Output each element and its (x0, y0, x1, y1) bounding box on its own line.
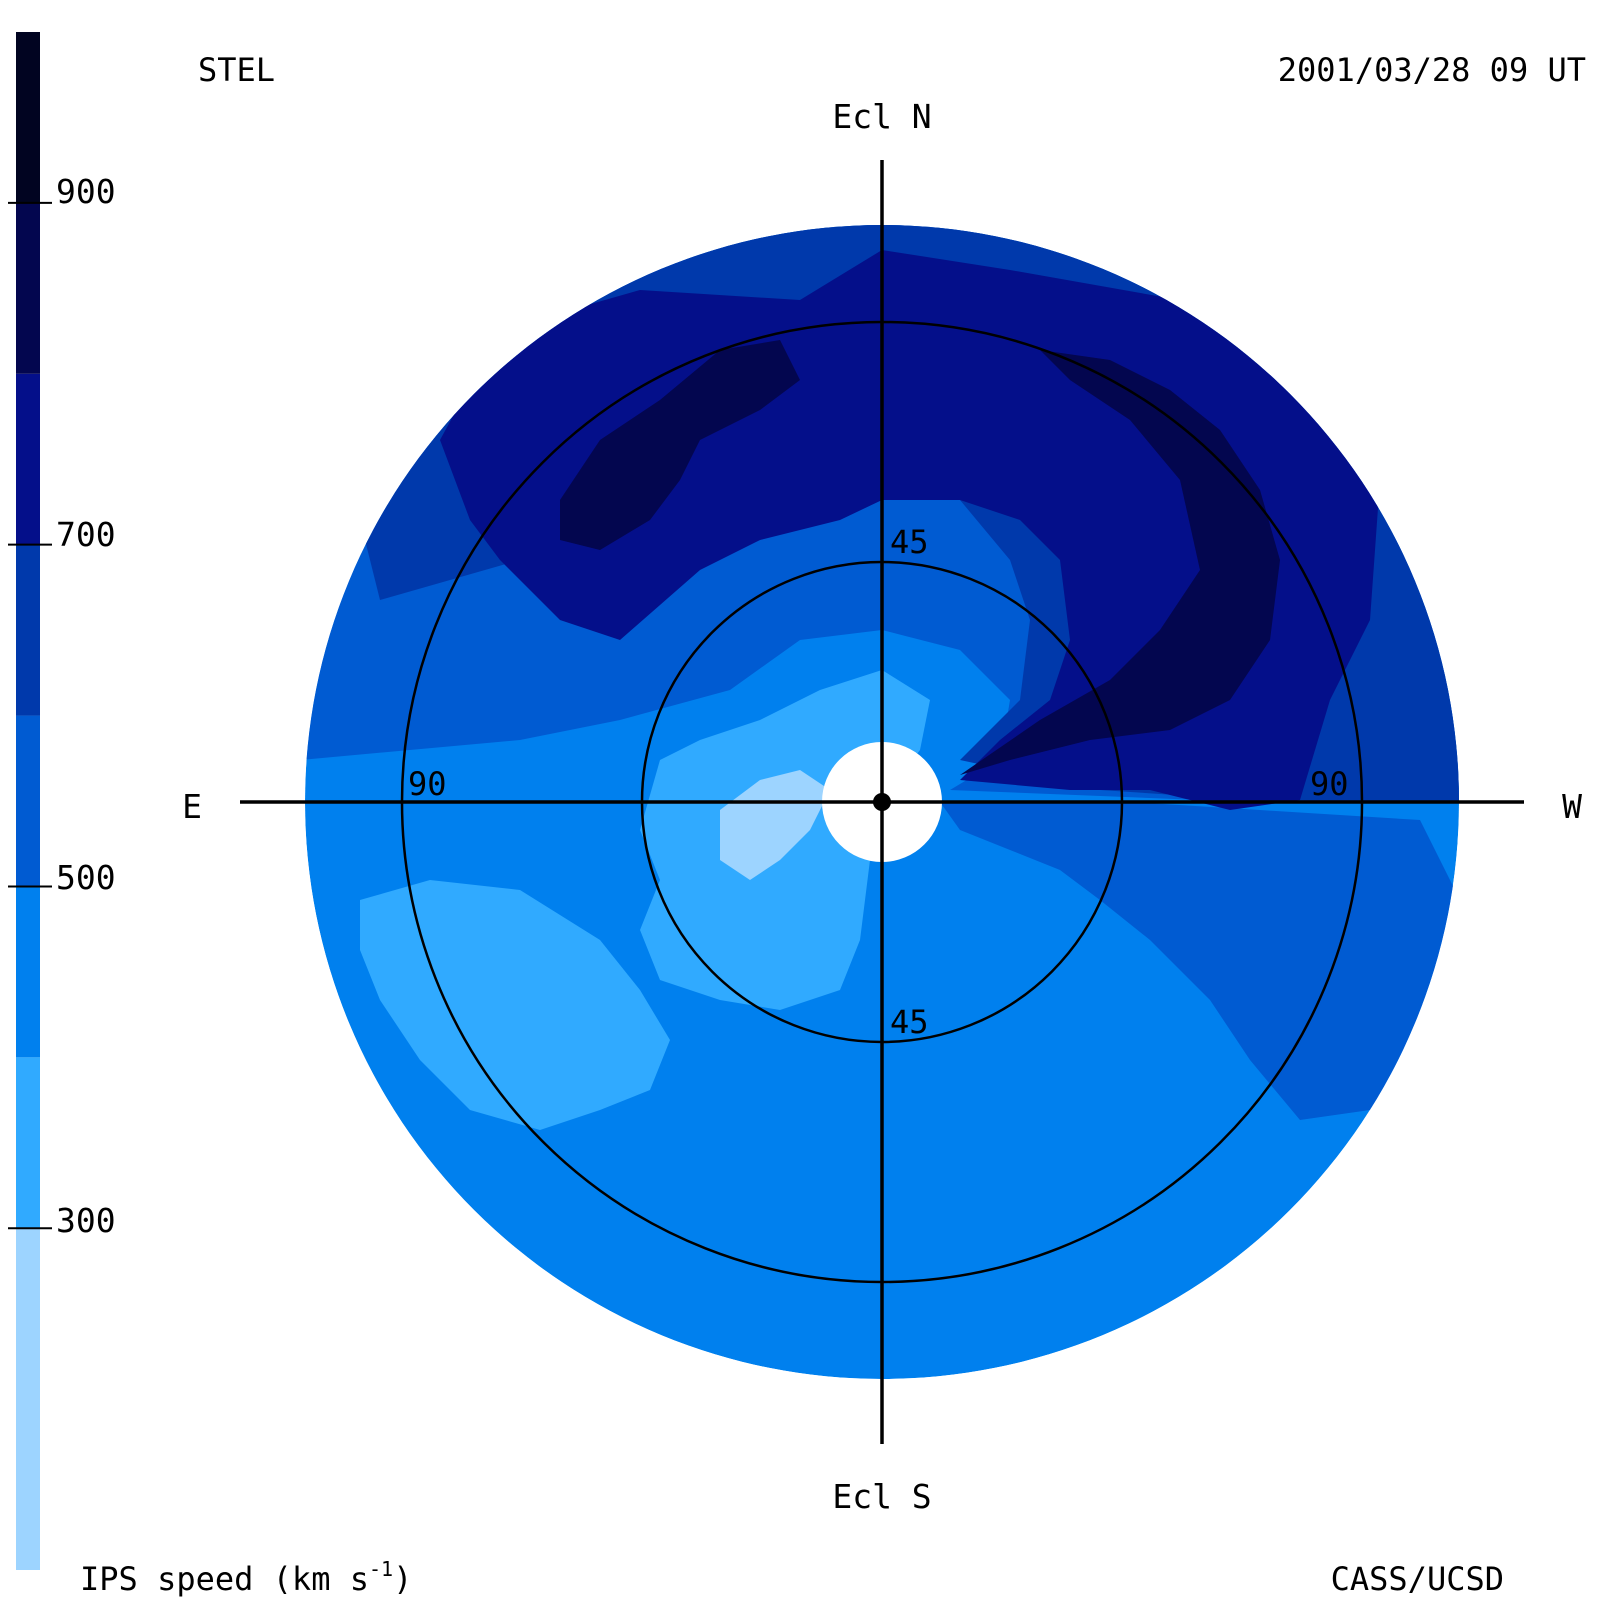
colorbar-band (16, 32, 40, 203)
source-label: STEL (198, 51, 275, 89)
timestamp-label: 2001/03/28 09 UT (1278, 51, 1586, 89)
colorbar-band (16, 886, 40, 1058)
ring-label-45-top: 45 (890, 523, 929, 561)
speed-region (720, 770, 830, 880)
speed-region (560, 340, 800, 550)
colorbar-band (16, 715, 40, 887)
direction-label-north: Ecl N (832, 97, 931, 136)
colorbar-band (16, 373, 40, 545)
colorbar-band (16, 544, 40, 716)
speed-region (960, 350, 1280, 775)
colorbar-tick-label: 500 (56, 858, 116, 897)
speed-region (940, 802, 1459, 1120)
direction-label-south: Ecl S (832, 1477, 931, 1516)
colorbar-band (16, 1057, 40, 1229)
ring-label-90-left: 90 (408, 765, 447, 803)
ring-label-45-bottom: 45 (890, 1003, 929, 1041)
direction-label-east: E (182, 787, 202, 826)
colorbar-band (16, 1228, 40, 1570)
ring-label-90-right: 90 (1310, 765, 1349, 803)
colorbar-tick-label: 900 (56, 172, 116, 211)
credit-label: CASS/UCSD (1331, 1560, 1504, 1598)
colorbar-title: IPS speed (km s-1) (80, 1557, 412, 1598)
colorbar-band (16, 202, 40, 374)
colorbar-tick-label: 700 (56, 515, 116, 554)
colorbar (8, 32, 52, 1570)
direction-label-west: W (1562, 787, 1582, 826)
colorbar-tick-label: 300 (56, 1201, 116, 1240)
speed-region (360, 880, 670, 1130)
